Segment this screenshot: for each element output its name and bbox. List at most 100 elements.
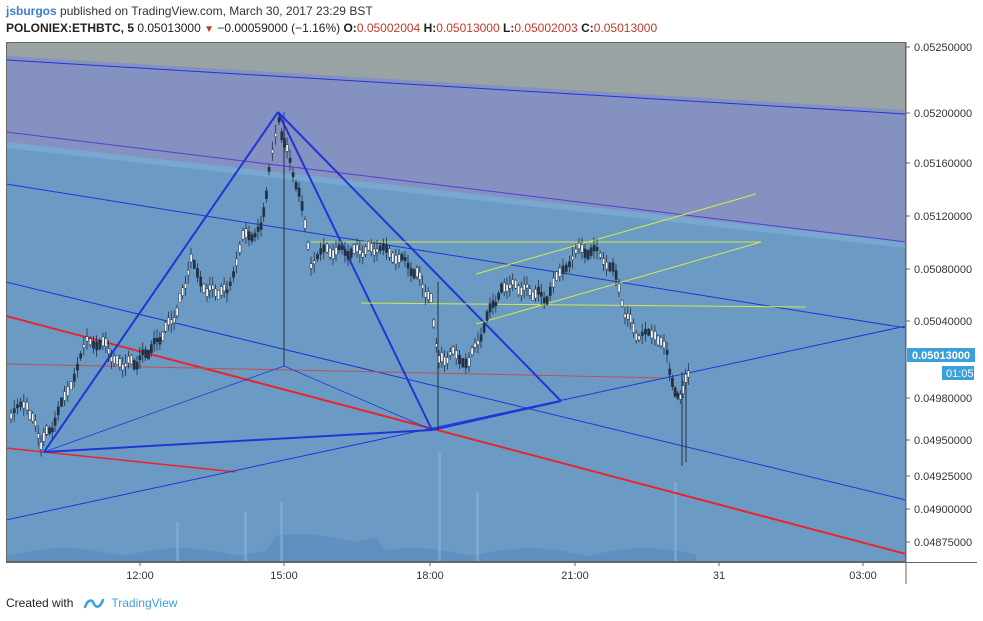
- candle-body: [388, 248, 392, 258]
- candle-body: [232, 271, 235, 278]
- countdown-label: 01:05: [946, 368, 974, 380]
- last-price-badge: [907, 348, 975, 362]
- candle-body: [110, 356, 113, 362]
- channel-upper-line: [7, 59, 905, 115]
- red-horizontal-line: [7, 363, 667, 379]
- red-channel-upper: [7, 315, 905, 555]
- candle-body: [192, 259, 196, 269]
- candle-body: [608, 262, 612, 272]
- candle-body: [175, 307, 179, 317]
- candle-body: [132, 359, 136, 370]
- candle-body: [375, 248, 379, 253]
- price-chart[interactable]: 0.05250000 0.05200000 0.05160000 0.05120000…: [6, 42, 977, 584]
- candle-body: [391, 252, 395, 263]
- candle-body: [602, 258, 605, 265]
- y-tick-label: 0.04900000: [914, 504, 972, 516]
- last-price-badge-label: 0.05013000: [912, 350, 970, 362]
- candle-body: [454, 350, 458, 359]
- candle-body: [647, 328, 651, 336]
- candle-body: [63, 391, 67, 401]
- candle-body: [514, 279, 518, 289]
- candle-body: [297, 187, 301, 197]
- candle-body: [409, 268, 413, 277]
- close-value: 0.05013000: [593, 21, 658, 35]
- candle-body: [95, 341, 99, 351]
- candle-body: [31, 413, 35, 422]
- candle-body: [144, 349, 148, 358]
- candle-body: [34, 420, 37, 427]
- candle-body: [568, 261, 571, 268]
- candle-body: [394, 254, 398, 265]
- volume-spike: [476, 492, 479, 562]
- candle-body: [589, 247, 593, 256]
- y-tick-label: 0.05200000: [914, 108, 972, 120]
- open-value: 0.05002004: [356, 21, 421, 35]
- symbol-label: POLONIEX:ETHBTC, 5: [6, 21, 135, 35]
- candle-body: [382, 243, 385, 251]
- candle-body: [485, 311, 489, 321]
- candle-body: [464, 358, 468, 369]
- harmonic-bd: [431, 400, 562, 431]
- x-tick-label: 21:00: [561, 570, 589, 582]
- candle-body: [115, 355, 119, 365]
- candle-body: [22, 401, 26, 409]
- volume-spike: [176, 522, 179, 562]
- candle-body: [440, 352, 444, 362]
- x-tick-label: 15:00: [270, 570, 298, 582]
- candle-body: [508, 283, 512, 289]
- published-text: published on TradingView.com, March 30, …: [60, 4, 373, 18]
- candle-body: [421, 284, 425, 289]
- chart-container[interactable]: 0.05250000 0.05200000 0.05160000 0.05120000…: [6, 42, 977, 584]
- candle-body: [502, 282, 506, 293]
- candle-body: [564, 264, 568, 272]
- candle-body: [644, 328, 647, 335]
- candle-body: [511, 279, 515, 286]
- candle-body: [671, 377, 674, 387]
- candle-body: [45, 425, 49, 435]
- author-link[interactable]: jsburgos: [6, 4, 57, 18]
- candle-body: [542, 297, 546, 304]
- candle-body: [164, 322, 168, 332]
- candle-body: [50, 427, 54, 433]
- candle-body: [497, 292, 501, 300]
- x-tick-label: 03:00: [849, 570, 877, 582]
- candle-body: [400, 253, 404, 261]
- candle-body: [424, 291, 427, 298]
- y-tick-label: 0.05250000: [914, 42, 972, 54]
- candle-body: [53, 417, 57, 426]
- tradingview-logo-icon: [84, 598, 105, 609]
- candle-body: [443, 356, 447, 366]
- y-tick-label: 0.04950000: [914, 435, 972, 447]
- candle-body: [72, 373, 76, 382]
- candle-body: [517, 285, 520, 296]
- candle-body: [147, 349, 150, 360]
- candle-body: [617, 283, 621, 293]
- candle-body: [167, 317, 170, 326]
- candle-body: [328, 247, 332, 258]
- candle-body: [352, 244, 356, 254]
- candle-body: [494, 301, 498, 307]
- candle-body: [331, 249, 335, 259]
- candle-body: [186, 270, 190, 276]
- candle-body: [620, 300, 624, 307]
- harmonic-ab: [277, 111, 433, 431]
- y-tick-label: 0.04875000: [914, 537, 972, 549]
- candle-body: [39, 441, 43, 450]
- candle-body: [135, 361, 139, 370]
- candle-body: [653, 331, 657, 341]
- candle-body: [534, 289, 538, 299]
- candle-body: [253, 232, 257, 238]
- candle-body: [531, 291, 535, 301]
- candle-body: [676, 392, 680, 399]
- last-price: 0.05013000: [137, 21, 201, 35]
- candle-body: [435, 343, 438, 348]
- candle-body: [343, 249, 347, 256]
- candle-body: [256, 226, 260, 232]
- candle-body: [69, 381, 73, 391]
- candle-body: [552, 277, 555, 288]
- y-tick-label: 0.04925000: [914, 471, 972, 483]
- candle-body: [632, 323, 635, 333]
- top-zone: [7, 43, 905, 110]
- tradingview-link[interactable]: TradingView: [111, 596, 178, 610]
- candle-body: [650, 330, 654, 339]
